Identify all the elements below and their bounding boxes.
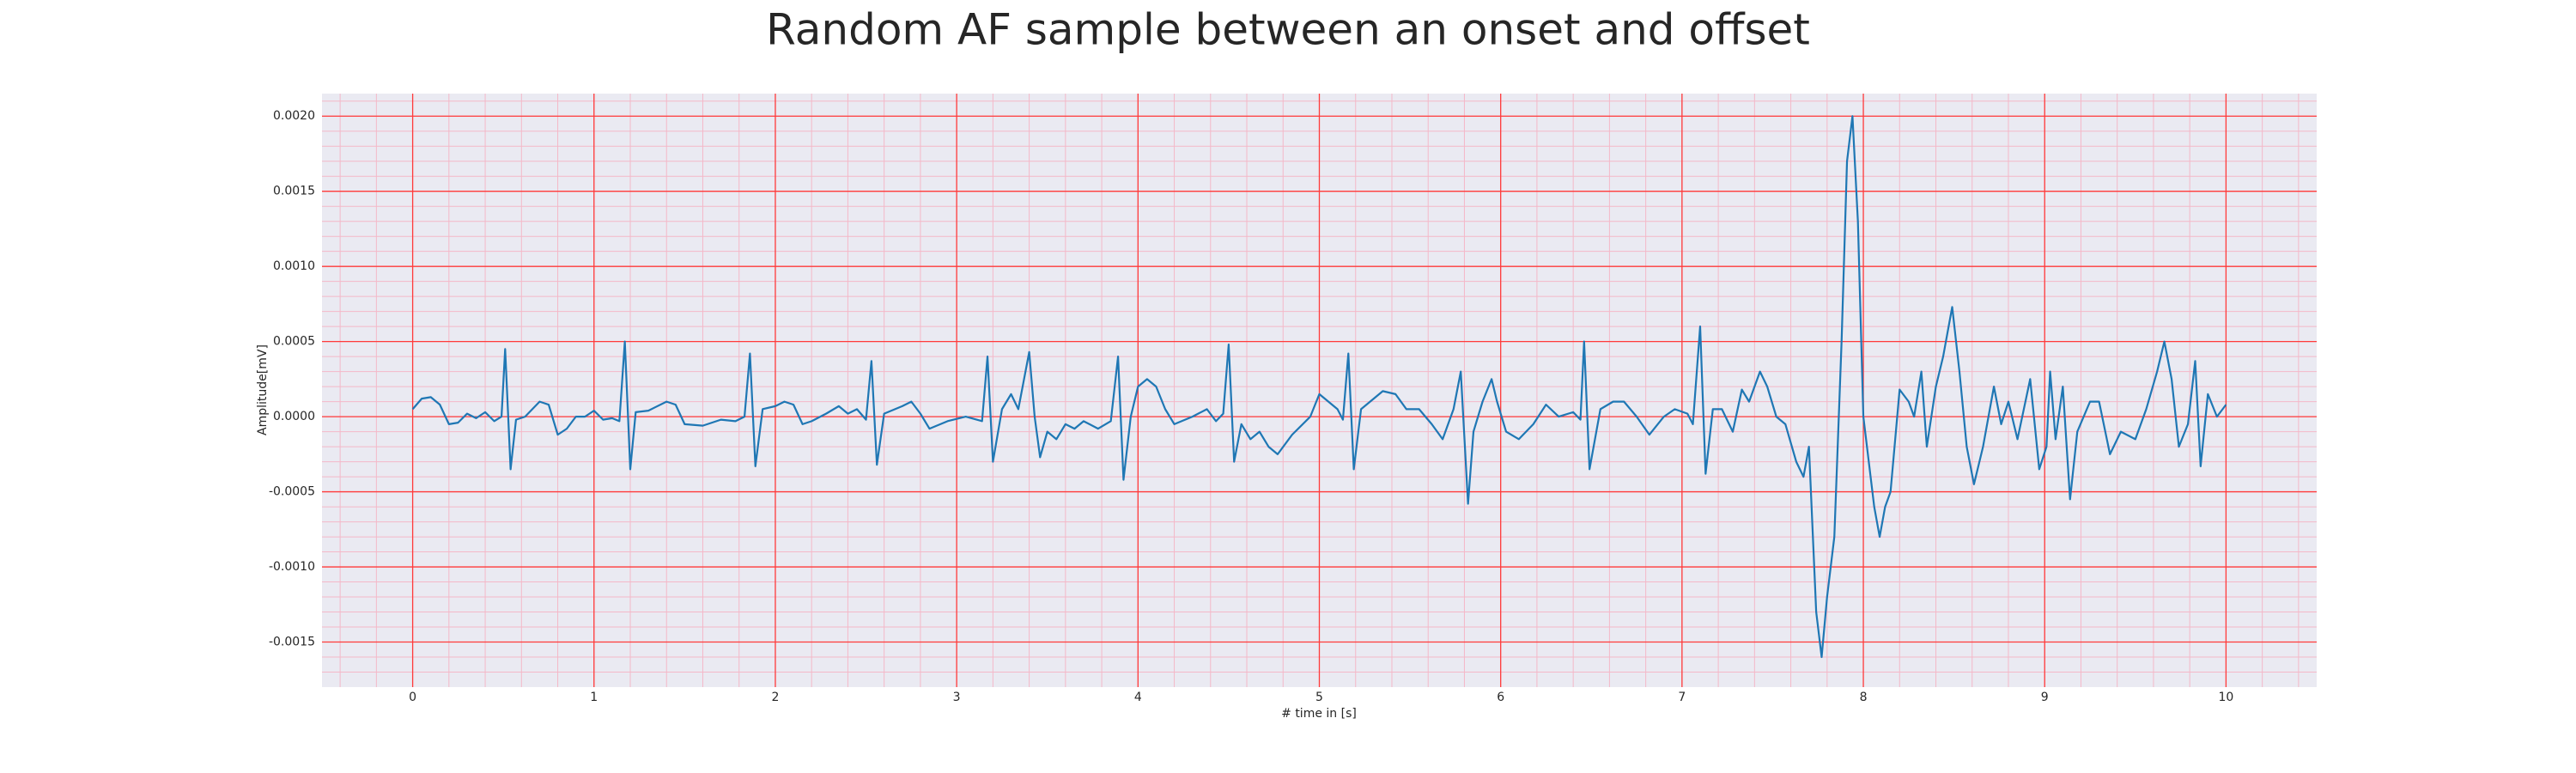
- x-tick-label: 9: [2041, 691, 2049, 704]
- y-tick-label: -0.0010: [269, 560, 315, 574]
- y-tick-label: 0.0000: [273, 410, 315, 423]
- x-tick-label: 5: [1315, 691, 1323, 704]
- x-tick-label: 2: [771, 691, 779, 704]
- major-grid: [322, 94, 2317, 687]
- x-tick-label: 7: [1678, 691, 1686, 704]
- x-tick-label: 3: [953, 691, 961, 704]
- x-tick-label: 6: [1497, 691, 1504, 704]
- tick-labels: 0 1 2 3 4 5 6 7 8 9 10 -0.0015 -0.0010 -0.0005 0.0000 0…: [269, 109, 2233, 704]
- y-tick-label: 0.0015: [273, 185, 315, 198]
- y-tick-label: -0.0005: [269, 485, 315, 499]
- y-tick-label: 0.0010: [273, 259, 315, 273]
- plot-marks: [411, 115, 2227, 659]
- y-tick-label: -0.0015: [269, 636, 315, 649]
- x-axis-label: # time in [s]: [1281, 707, 1357, 721]
- x-tick-label: 8: [1860, 691, 1868, 704]
- y-axis-label: Amplitude[mV]: [256, 344, 270, 435]
- y-tick-label: 0.0005: [273, 335, 315, 349]
- y-tick-label: 0.0020: [273, 109, 315, 123]
- x-tick-label: 0: [409, 691, 416, 704]
- signal-line: [411, 115, 2227, 659]
- x-tick-label: 4: [1134, 691, 1142, 704]
- chart-title: Random AF sample between an onset and of…: [766, 5, 1810, 55]
- x-tick-label: 10: [2218, 691, 2233, 704]
- x-tick-label: 1: [590, 691, 598, 704]
